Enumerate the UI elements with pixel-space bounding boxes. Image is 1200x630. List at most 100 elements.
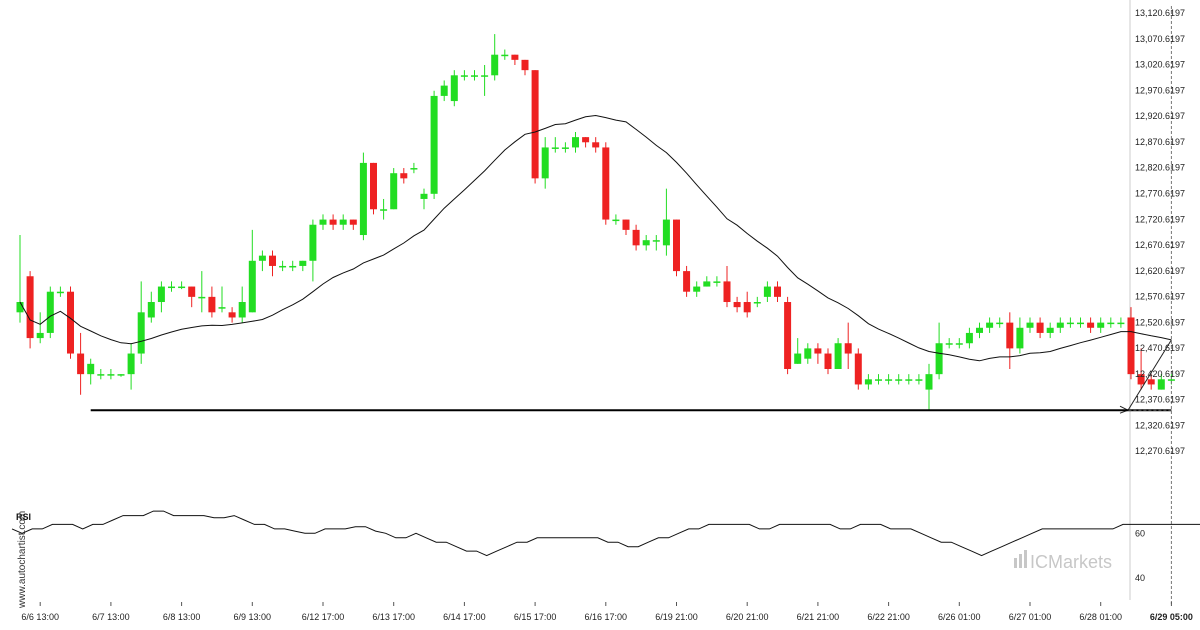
candle-body xyxy=(713,281,721,283)
candle-body xyxy=(885,379,893,381)
candle xyxy=(582,137,590,148)
candle xyxy=(743,291,751,318)
candle-body xyxy=(1097,322,1105,328)
candle xyxy=(794,338,802,364)
candle xyxy=(107,368,115,380)
candle xyxy=(905,374,913,385)
candle-body xyxy=(208,296,216,313)
candle-body xyxy=(632,229,640,246)
x-tick-label: 6/19 21:00 xyxy=(655,612,698,622)
candle-body xyxy=(36,332,44,339)
candle-body xyxy=(299,260,307,266)
candle-body xyxy=(269,255,276,266)
rsi-tick-label: 60 xyxy=(1135,528,1145,538)
candle-body xyxy=(622,219,630,230)
price-tick-label: 13,020.6197 xyxy=(1135,60,1185,70)
candle-body xyxy=(976,327,983,333)
candle-body xyxy=(541,147,549,179)
candle xyxy=(551,137,559,153)
candle-body xyxy=(87,363,95,375)
candle xyxy=(339,214,347,230)
candle xyxy=(824,348,832,375)
candle xyxy=(602,142,610,225)
candle-body xyxy=(339,219,347,225)
candle-body xyxy=(986,322,994,328)
x-tick-label: 6/6 13:00 xyxy=(21,612,59,622)
candle-body xyxy=(511,54,519,60)
candle-body xyxy=(1026,322,1034,328)
candle xyxy=(1016,317,1024,354)
candle-body xyxy=(460,75,468,77)
candle-body xyxy=(26,276,34,339)
candle-body xyxy=(844,343,852,354)
candle xyxy=(299,260,307,272)
candle-body xyxy=(642,240,650,246)
candle xyxy=(309,219,317,282)
candle xyxy=(763,281,771,303)
candle xyxy=(77,332,85,395)
candle xyxy=(289,260,297,272)
candle xyxy=(915,374,923,385)
candle xyxy=(561,142,569,153)
x-tick-label: 6/20 21:00 xyxy=(726,612,769,622)
candle xyxy=(420,188,428,210)
candle-body xyxy=(804,348,812,359)
candle-body xyxy=(864,379,872,385)
candle xyxy=(1046,322,1054,339)
x-tick-label: 6/7 13:00 xyxy=(92,612,130,622)
candle xyxy=(1147,374,1155,390)
candle xyxy=(269,250,276,277)
candle-body xyxy=(895,379,903,381)
candle xyxy=(683,265,691,297)
candle xyxy=(481,64,489,96)
candle-body xyxy=(97,374,105,376)
candle xyxy=(693,281,701,297)
candle-body xyxy=(349,219,357,225)
candle xyxy=(986,317,994,333)
candle xyxy=(400,168,408,184)
ma-line xyxy=(19,114,1172,362)
candle-body xyxy=(814,348,822,354)
candle-body xyxy=(117,374,125,376)
candle xyxy=(198,271,206,313)
candle xyxy=(592,137,600,153)
candle-body xyxy=(16,302,24,313)
candle-body xyxy=(1127,317,1135,375)
candle xyxy=(723,265,731,308)
candle xyxy=(703,276,711,287)
candle-body xyxy=(915,379,923,381)
candle xyxy=(895,374,903,385)
candle xyxy=(521,59,529,76)
candle xyxy=(864,374,872,390)
candle-body xyxy=(1107,322,1115,325)
candle xyxy=(471,70,478,81)
candle xyxy=(46,286,54,339)
candle-body xyxy=(854,353,862,385)
candle xyxy=(56,286,64,297)
candle-body xyxy=(67,291,74,354)
candle-body xyxy=(137,312,145,354)
price-tick-label: 12,470.6197 xyxy=(1135,343,1185,353)
x-tick-label: 6/8 13:00 xyxy=(163,612,201,622)
candle-body xyxy=(1006,322,1014,349)
candle xyxy=(16,235,24,323)
candle-body xyxy=(824,353,832,369)
candle-body xyxy=(723,281,731,303)
candle-body xyxy=(561,147,569,149)
candle xyxy=(491,34,499,81)
price-tick-label: 12,870.6197 xyxy=(1135,137,1185,147)
candle xyxy=(511,54,519,65)
candle-body xyxy=(107,374,115,376)
candle xyxy=(188,286,196,308)
candle-body xyxy=(77,353,85,375)
candle xyxy=(854,348,862,390)
candle xyxy=(1026,317,1034,333)
candle-body xyxy=(996,322,1004,325)
candle xyxy=(814,343,822,364)
candle xyxy=(1107,317,1115,328)
price-tick-label: 12,320.6197 xyxy=(1135,420,1185,430)
x-tick-label: 6/14 17:00 xyxy=(443,612,486,622)
price-tick-label: 12,370.6197 xyxy=(1135,395,1185,405)
candle xyxy=(359,152,367,241)
candle xyxy=(349,219,357,230)
